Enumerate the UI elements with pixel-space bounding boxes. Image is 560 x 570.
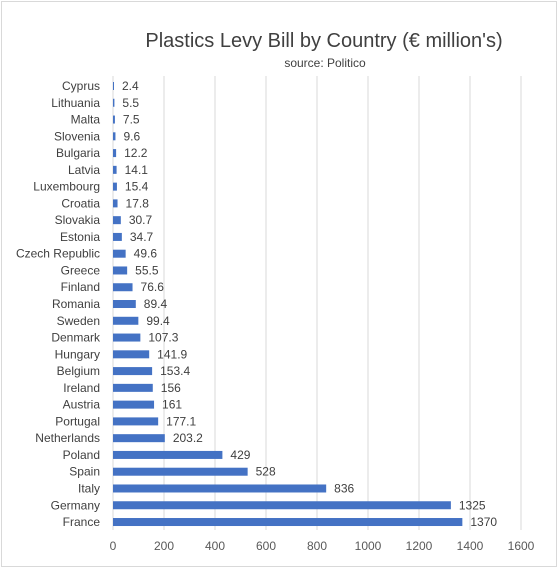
value-label: 15.4 xyxy=(125,180,149,194)
bar xyxy=(113,518,463,527)
category-label: Greece xyxy=(61,263,101,277)
bar xyxy=(113,434,165,443)
category-label: France xyxy=(63,515,101,529)
x-tick-label: 600 xyxy=(256,539,276,553)
x-tick-label: 1000 xyxy=(355,539,382,553)
value-label: 528 xyxy=(256,465,276,479)
value-labels: 2.4 5.5 7.5 9.6 12.2 14.1 15.4 17.8 30.7 34.7 49.6… xyxy=(122,79,497,529)
bar xyxy=(113,300,136,309)
value-label: 1325 xyxy=(459,498,486,512)
category-label: Slovakia xyxy=(55,213,101,227)
value-label: 5.5 xyxy=(122,96,139,110)
value-label: 49.6 xyxy=(134,247,158,261)
bar xyxy=(113,383,153,392)
category-label: Latvia xyxy=(68,163,100,177)
bar xyxy=(113,450,223,459)
value-label: 429 xyxy=(230,448,250,462)
value-label: 177.1 xyxy=(166,414,196,428)
chart-title: Plastics Levy Bill by Country (€ million… xyxy=(145,30,503,52)
value-label: 2.4 xyxy=(122,79,139,93)
category-label: Czech Republic xyxy=(16,247,100,261)
chart-subtitle: source: Politico xyxy=(284,56,366,70)
category-label: Bulgaria xyxy=(56,146,100,160)
value-label: 76.6 xyxy=(141,280,165,294)
value-label: 30.7 xyxy=(129,213,153,227)
bar xyxy=(113,484,327,493)
category-label: Portugal xyxy=(55,414,100,428)
value-label: 1370 xyxy=(470,515,497,529)
bar xyxy=(113,333,141,342)
bar xyxy=(113,367,153,376)
category-label: Slovenia xyxy=(54,129,100,143)
bar xyxy=(113,249,126,258)
x-tick-labels: 0 200 400 600 800 1000 1200 1400 1600 xyxy=(110,539,535,553)
bar xyxy=(113,182,117,191)
value-label: 89.4 xyxy=(144,297,168,311)
value-label: 141.9 xyxy=(157,347,187,361)
value-label: 14.1 xyxy=(125,163,149,177)
category-label: Estonia xyxy=(60,230,100,244)
bar xyxy=(113,98,115,107)
x-tick-label: 1200 xyxy=(406,539,433,553)
bar xyxy=(113,115,115,124)
bar xyxy=(113,417,159,426)
category-label: Cyprus xyxy=(62,79,100,93)
category-label: Sweden xyxy=(57,314,100,328)
bar xyxy=(113,82,114,90)
gridlines xyxy=(112,76,522,530)
value-label: 836 xyxy=(334,481,354,495)
category-label: Finland xyxy=(61,280,100,294)
category-label: Germany xyxy=(51,498,100,512)
value-label: 34.7 xyxy=(130,230,154,244)
bar xyxy=(113,501,451,510)
category-label: Luxembourg xyxy=(33,180,100,194)
bars xyxy=(113,82,463,527)
category-label: Lithuania xyxy=(51,96,100,110)
bar xyxy=(113,316,139,325)
x-tick-label: 1400 xyxy=(457,539,484,553)
value-label: 9.6 xyxy=(123,129,140,143)
bar xyxy=(113,350,150,359)
category-label: Croatia xyxy=(61,196,100,210)
category-label: Netherlands xyxy=(35,431,100,445)
x-tick-label: 200 xyxy=(154,539,174,553)
category-label: Belgium xyxy=(57,364,100,378)
bar xyxy=(113,216,121,225)
bar xyxy=(113,283,133,292)
category-label: Denmark xyxy=(51,331,101,345)
x-tick-label: 0 xyxy=(110,539,117,553)
x-tick-label: 800 xyxy=(307,539,327,553)
category-label: Malta xyxy=(71,113,101,127)
value-label: 107.3 xyxy=(148,331,178,345)
category-label: Italy xyxy=(78,481,100,495)
category-labels: Cyprus Lithuania Malta Slovenia Bulgaria Latv… xyxy=(16,79,101,529)
value-label: 203.2 xyxy=(173,431,203,445)
bar xyxy=(113,199,118,208)
bar xyxy=(113,232,122,241)
category-label: Austria xyxy=(63,398,101,412)
value-label: 156 xyxy=(161,381,181,395)
category-label: Poland xyxy=(63,448,100,462)
value-label: 161 xyxy=(162,398,182,412)
value-label: 17.8 xyxy=(126,196,150,210)
value-label: 99.4 xyxy=(146,314,170,328)
category-label: Romania xyxy=(52,297,100,311)
x-tick-label: 400 xyxy=(205,539,225,553)
value-label: 7.5 xyxy=(123,113,140,127)
value-label: 55.5 xyxy=(135,263,159,277)
bar xyxy=(113,132,116,141)
bar xyxy=(113,149,117,158)
bar xyxy=(113,400,155,409)
x-tick-label: 1600 xyxy=(508,539,535,553)
bar xyxy=(113,467,248,476)
bar xyxy=(113,165,117,174)
category-label: Spain xyxy=(69,465,100,479)
category-label: Ireland xyxy=(63,381,100,395)
value-label: 153.4 xyxy=(160,364,190,378)
category-label: Hungary xyxy=(55,347,100,361)
value-label: 12.2 xyxy=(124,146,148,160)
bar xyxy=(113,266,128,275)
